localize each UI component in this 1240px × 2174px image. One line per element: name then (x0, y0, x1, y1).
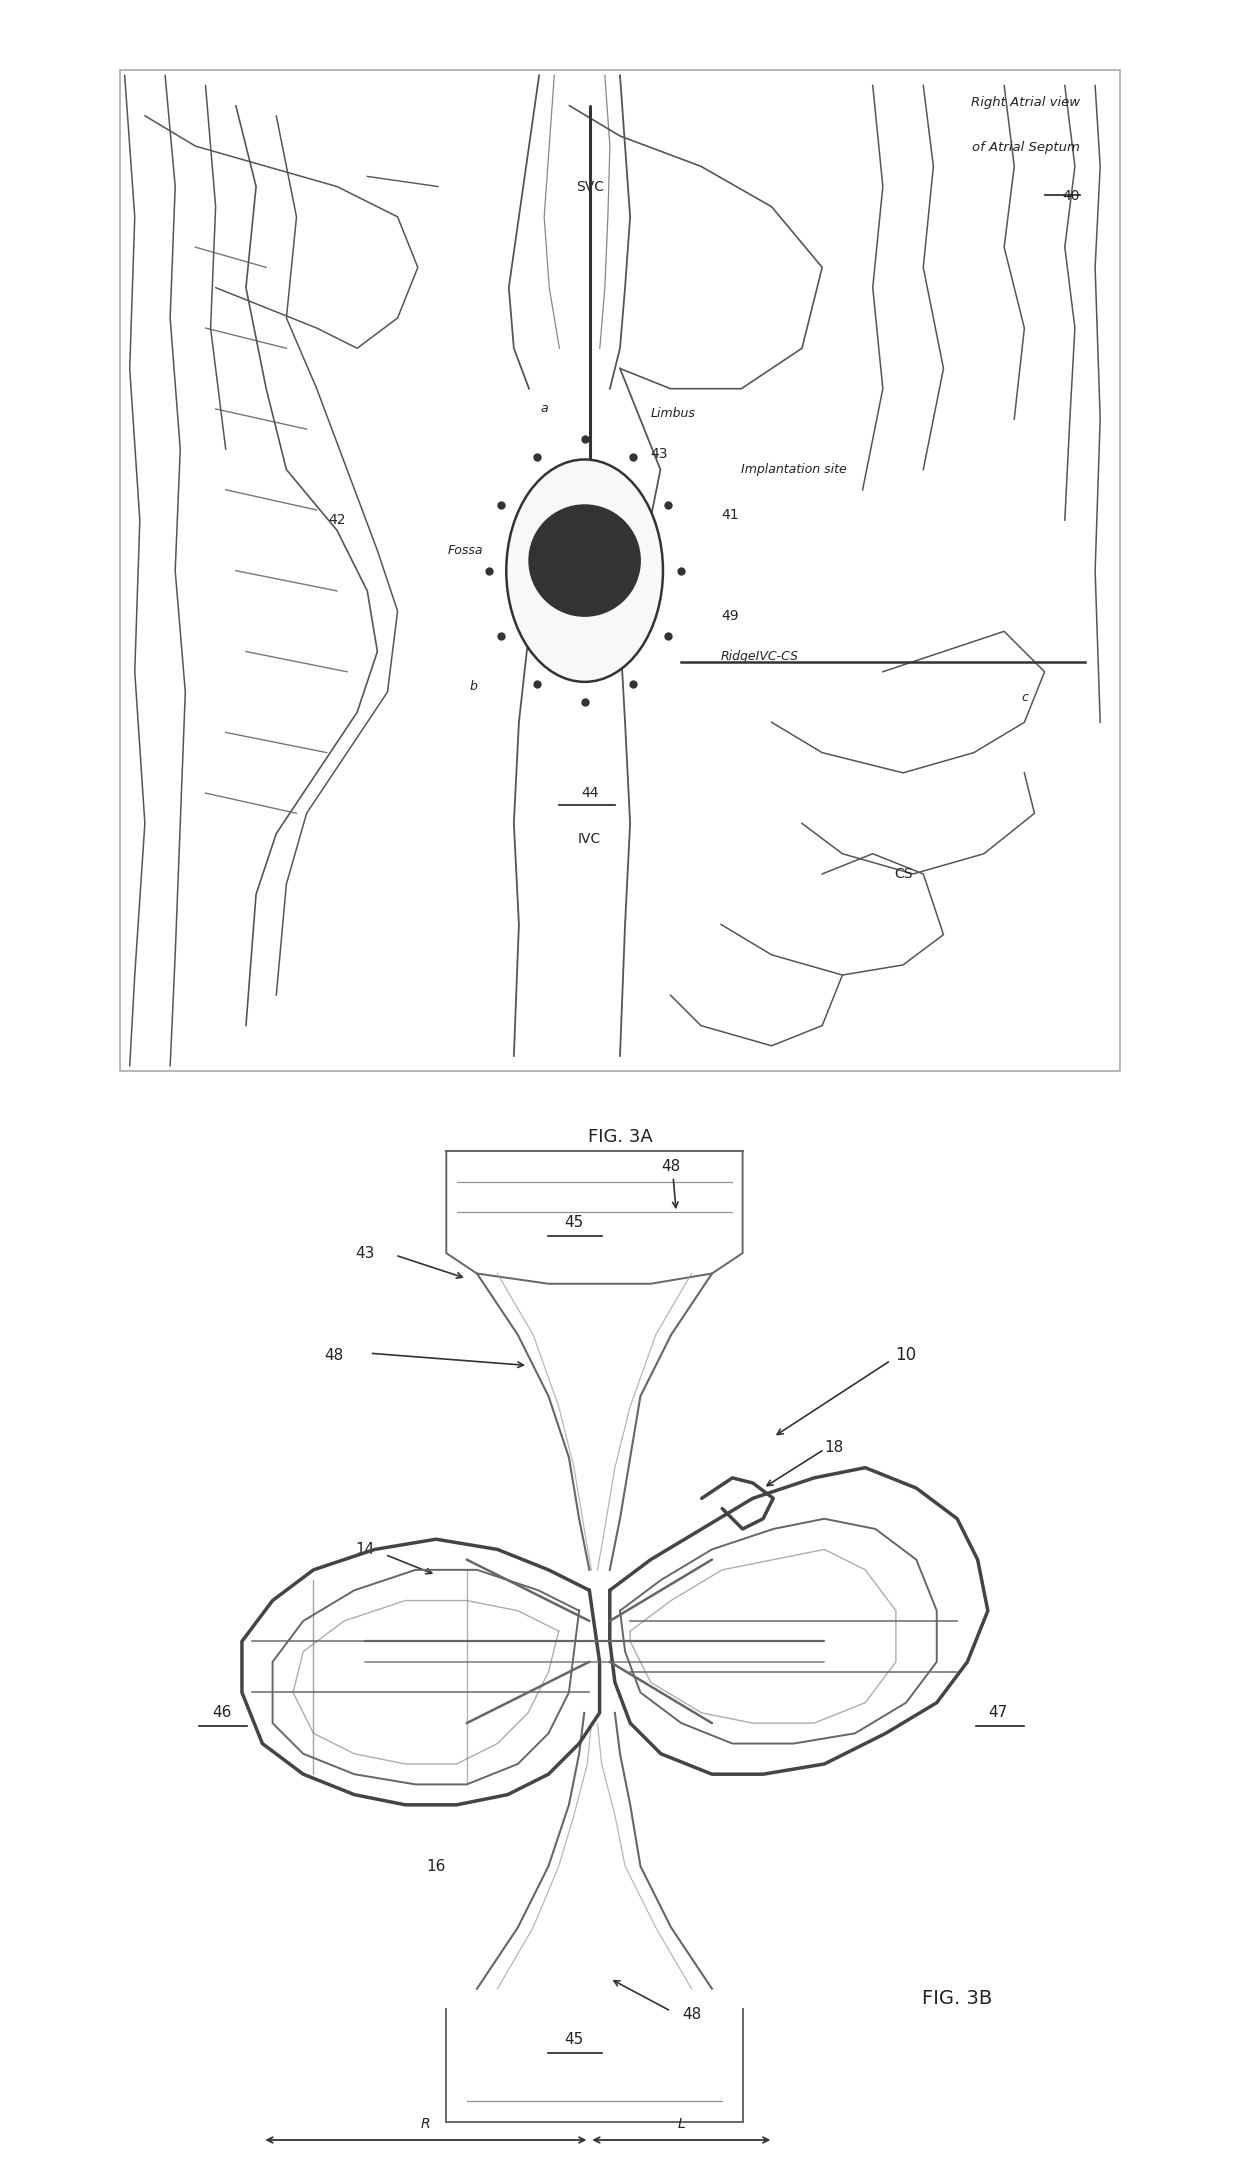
Text: 43: 43 (355, 1246, 374, 1261)
Text: 46: 46 (212, 1704, 231, 1720)
Text: 48: 48 (682, 2007, 701, 2022)
Text: 45: 45 (564, 2033, 584, 2048)
FancyBboxPatch shape (119, 70, 1121, 1072)
Text: FIG. 3B: FIG. 3B (923, 1989, 992, 2009)
Circle shape (529, 504, 640, 615)
Text: Limbus: Limbus (650, 407, 696, 420)
Text: a: a (541, 402, 548, 415)
Text: 40: 40 (1063, 189, 1080, 202)
Text: Right Atrial view: Right Atrial view (971, 96, 1080, 109)
Text: 42: 42 (329, 513, 346, 526)
Ellipse shape (506, 459, 663, 683)
Text: 44: 44 (580, 787, 599, 800)
Text: RidgeIVC-CS: RidgeIVC-CS (722, 650, 799, 663)
Text: b: b (470, 680, 477, 694)
Text: 18: 18 (825, 1439, 843, 1454)
Text: Implantation site: Implantation site (742, 463, 847, 476)
Text: 48: 48 (661, 1159, 681, 1174)
Text: CS: CS (894, 867, 913, 880)
Text: FIG. 3A: FIG. 3A (588, 1128, 652, 1146)
Text: c: c (1021, 691, 1028, 704)
Text: 16: 16 (427, 1859, 445, 1874)
Text: Fossa: Fossa (448, 544, 484, 557)
Text: 43: 43 (650, 448, 668, 461)
Text: SVC: SVC (575, 180, 604, 193)
Text: 45: 45 (564, 1215, 584, 1230)
Text: 10: 10 (895, 1346, 916, 1365)
Text: R: R (422, 2117, 430, 2131)
Text: 47: 47 (988, 1704, 1008, 1720)
Text: 14: 14 (355, 1541, 374, 1557)
Text: L: L (677, 2117, 686, 2131)
Text: 48: 48 (325, 1348, 343, 1363)
Text: of Atrial Septum: of Atrial Septum (972, 141, 1080, 154)
Text: 41: 41 (722, 509, 739, 522)
Text: IVC: IVC (578, 833, 601, 846)
Text: 49: 49 (722, 609, 739, 624)
